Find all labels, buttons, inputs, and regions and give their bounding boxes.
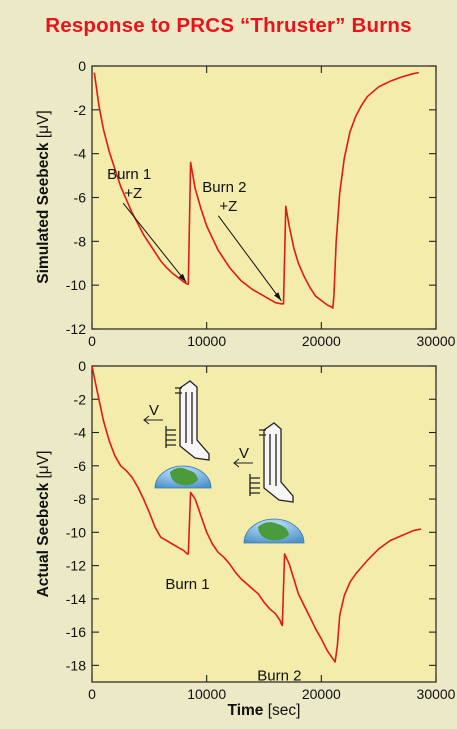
y-tick-label: -6: [74, 190, 87, 206]
continent-shape: [170, 467, 198, 486]
annotation-arrowhead: [178, 273, 187, 283]
chart-bottom-x-axis: 0 10000 20000 30000: [88, 366, 456, 702]
x-tick-label: 20000: [302, 333, 341, 349]
chart-top-y-axis-label: Simulated Seebeck [μV]: [35, 110, 52, 283]
continent-shape: [258, 522, 289, 541]
y-tick-label: 0: [78, 358, 86, 374]
burn-annotation-label: Burn 2: [202, 179, 246, 196]
page-title: Response to PRCS “Thruster” Burns: [45, 14, 412, 37]
burn-annotation-label: Burn 1: [165, 576, 209, 593]
chart-top-x-axis: 0 10000 20000 30000: [88, 66, 456, 349]
chart-bottom-series-line: [91, 365, 422, 663]
chart-top-plot-area: [91, 65, 437, 330]
earth-shuttle-illustration-1: V: [143, 380, 212, 489]
velocity-label: V: [149, 402, 159, 419]
x-tick-label: 10000: [187, 333, 226, 349]
velocity-arrow-icon: [233, 458, 253, 468]
y-tick-label: -10: [66, 524, 86, 540]
annotation-arrowhead: [274, 292, 282, 301]
x-tick-label: 30000: [417, 686, 456, 702]
y-tick-label: -8: [74, 233, 87, 249]
velocity-label: V: [239, 445, 249, 462]
y-tick-label: -12: [66, 321, 86, 337]
chart-bottom: 0 10000 20000 30000 0 -2 -4 -6 -8 -10 -12 -14 -16 -1…: [35, 358, 456, 719]
y-tick-label: 0: [78, 58, 86, 74]
burn-direction-label: +Z: [124, 185, 142, 202]
chart-bottom-annotations: Burn 1 Burn 2: [165, 576, 301, 685]
chart-top-annotations: Burn 1 +Z Burn 2 +Z: [107, 166, 282, 302]
earth-shuttle-illustration-2: V: [233, 422, 305, 544]
x-tick-label: 0: [88, 333, 96, 349]
y-tick-label: -14: [66, 591, 86, 607]
x-tick-label: 20000: [302, 686, 341, 702]
chart-top-series-line: [93, 71, 419, 309]
y-tick-label: -12: [66, 558, 86, 574]
burn-annotation-label: Burn 1: [107, 166, 151, 183]
y-tick-label: -2: [74, 391, 87, 407]
y-tick-label: -18: [66, 657, 86, 673]
velocity-arrow-icon: [143, 415, 163, 425]
x-tick-label: 0: [88, 686, 96, 702]
y-tick-label: -4: [74, 146, 87, 162]
x-tick-label: 10000: [187, 686, 226, 702]
annotation-arrow: [217, 215, 282, 302]
y-tick-label: -6: [74, 458, 87, 474]
annotation-arrow: [122, 202, 187, 283]
space-shuttle-icon: [249, 422, 294, 503]
y-tick-label: -16: [66, 624, 86, 640]
chart-bottom-y-axis: 0 -2 -4 -6 -8 -10 -12 -14 -16 -18: [66, 358, 436, 673]
chart-bottom-y-axis-label: Actual Seebeck [μV]: [35, 451, 52, 598]
burn-direction-label: +Z: [219, 198, 237, 215]
y-tick-label: -2: [74, 102, 87, 118]
x-tick-label: 30000: [417, 333, 456, 349]
chart-top: 0 10000 20000 30000 0 -2 -4 -6 -8 -10 -12 Simulat…: [35, 58, 456, 349]
space-shuttle-icon: [165, 380, 210, 461]
chart-top-y-axis: 0 -2 -4 -6 -8 -10 -12: [66, 58, 436, 337]
burn-annotation-label: Burn 2: [257, 667, 301, 684]
y-tick-label: -8: [74, 491, 87, 507]
y-tick-label: -4: [74, 425, 87, 441]
chart-bottom-x-axis-label: Time [sec]: [228, 702, 301, 719]
y-tick-label: -10: [66, 277, 86, 293]
